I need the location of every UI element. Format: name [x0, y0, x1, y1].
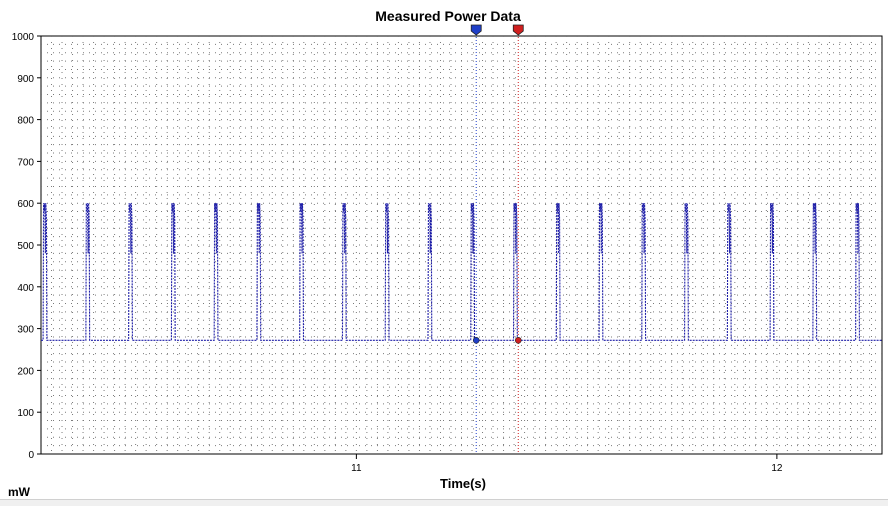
y-tick-label: 900: [17, 74, 34, 85]
cursor-2-marker: [514, 337, 522, 344]
x-tick-label: 11: [351, 463, 362, 474]
x-tick-label: 12: [771, 463, 783, 474]
y-tick-label: 200: [17, 366, 34, 377]
cursor-layer[interactable]: [470, 24, 524, 454]
y-tick-label: 100: [17, 408, 34, 419]
y-tick-label: 300: [17, 325, 34, 336]
grid: [40, 35, 883, 455]
cursor-1-handle[interactable]: [470, 24, 482, 36]
chart-title: Measured Power Data: [375, 8, 521, 24]
y-axis: 0 100 200 300 400 500 600 700 800 900 1000: [12, 32, 41, 461]
y-tick-label: 1000: [12, 32, 35, 43]
y-tick-label: 700: [17, 157, 34, 168]
y-tick-label: 400: [17, 283, 34, 294]
series-layer: [41, 203, 882, 341]
cursor-1-marker: [472, 337, 480, 344]
x-axis-label: Time(s): [440, 476, 486, 491]
y-tick-label: 0: [28, 450, 34, 461]
x-axis: 11 12: [351, 454, 783, 474]
y-tick-label: 800: [17, 116, 34, 127]
y-tick-label: 600: [17, 199, 34, 210]
cursor-2-handle[interactable]: [512, 24, 524, 36]
y-tick-label: 500: [17, 241, 34, 252]
y-axis-unit-label: mW: [8, 485, 31, 499]
power-series-line: [41, 203, 882, 341]
status-strip: [0, 499, 888, 506]
